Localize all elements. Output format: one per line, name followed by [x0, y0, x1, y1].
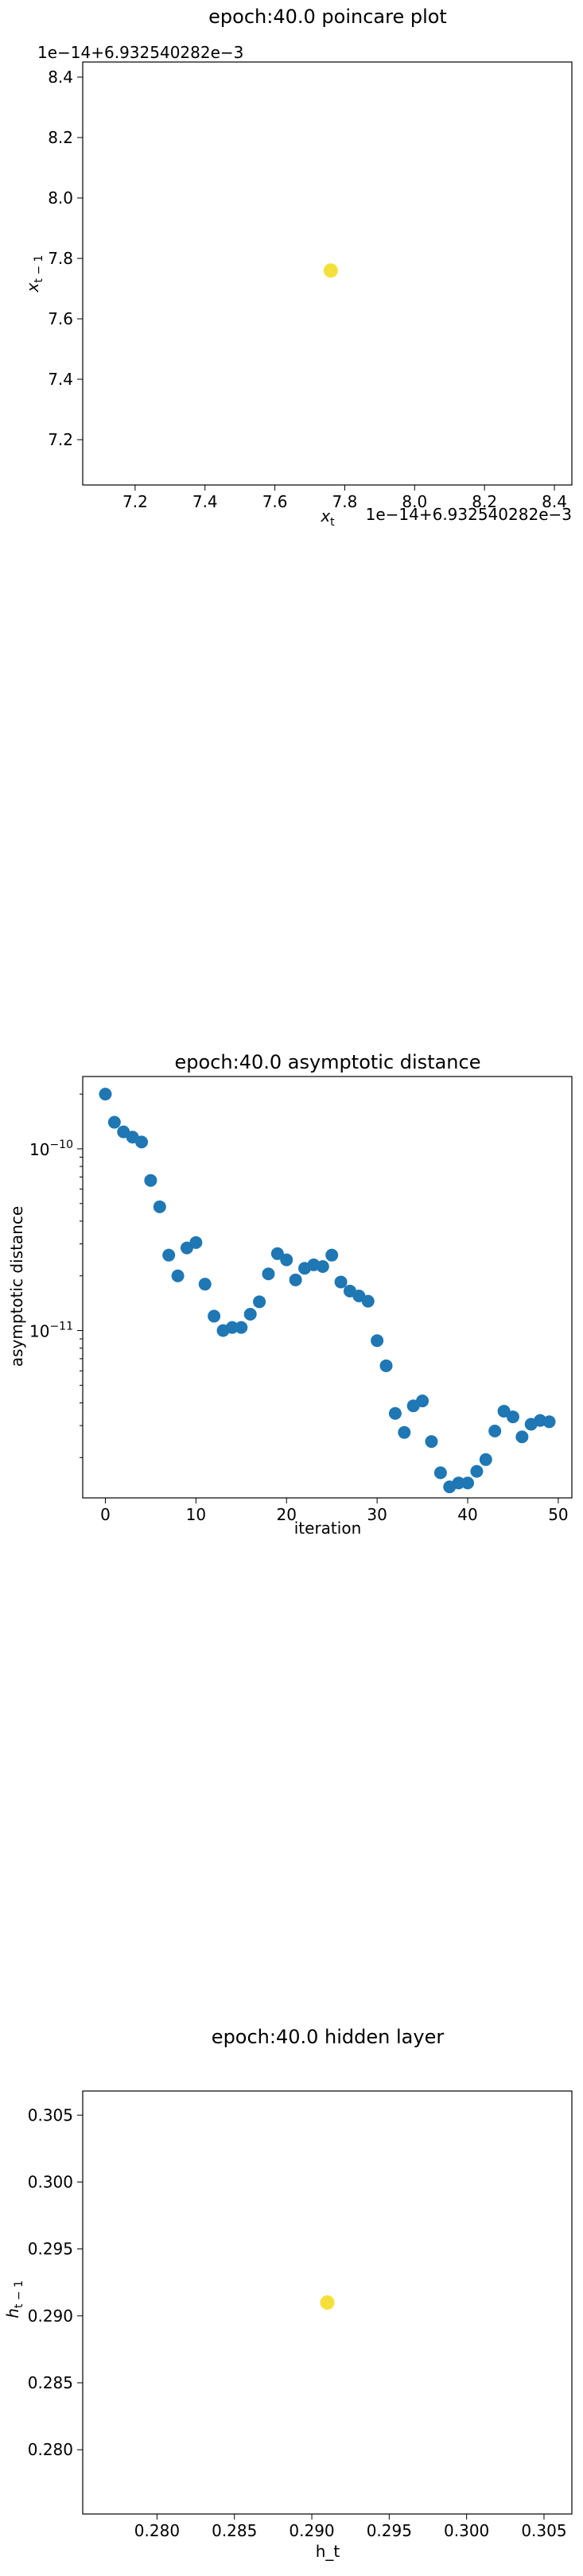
x-tick-label: 0.305 — [521, 2521, 566, 2540]
data-point — [425, 1435, 438, 1449]
data-point — [235, 1321, 248, 1334]
data-point — [171, 1269, 185, 1282]
y-tick-label: 7.4 — [48, 370, 73, 389]
x-axis-label: xt — [320, 506, 335, 529]
data-point — [253, 1295, 266, 1309]
data-point — [153, 1200, 166, 1213]
y-tick-label: 7.8 — [48, 249, 73, 268]
x-tick-label: 0.300 — [444, 2521, 489, 2540]
data-point — [479, 1453, 492, 1466]
data-point — [542, 1415, 556, 1429]
x-tick-label: 50 — [548, 1505, 568, 1524]
x-tick-label: 30 — [367, 1505, 387, 1524]
data-point — [388, 1406, 402, 1420]
y-tick-label: 8.0 — [48, 188, 73, 208]
data-point — [379, 1359, 393, 1372]
data-point — [452, 1476, 465, 1490]
x-tick-label: 8.2 — [472, 492, 497, 511]
data-point — [99, 1088, 112, 1101]
data-point — [515, 1430, 529, 1444]
y-tick-label: 10−11 — [29, 1321, 73, 1341]
x-axis-label: h_t — [316, 2542, 340, 2561]
data-point — [506, 1410, 519, 1424]
data-point — [325, 1248, 339, 1262]
chart-title: epoch:40.0 hidden layer — [212, 2026, 445, 2048]
x-tick-label: 10 — [186, 1505, 206, 1524]
x-tick-label: 7.4 — [192, 492, 218, 511]
data-point — [243, 1307, 257, 1321]
data-point — [270, 1247, 284, 1260]
y-tick-label: 0.290 — [28, 2306, 73, 2326]
data-point — [208, 1309, 221, 1323]
y-tick-label: 0.300 — [28, 2172, 73, 2191]
data-point — [144, 1174, 157, 1187]
x-tick-label: 0.285 — [212, 2521, 257, 2540]
data-point — [107, 1115, 121, 1129]
x-tick-label: 7.6 — [262, 492, 288, 511]
data-point — [371, 1334, 384, 1348]
y-tick-label: 8.4 — [48, 68, 73, 87]
data-point — [398, 1426, 411, 1439]
y-tick-label: 0.285 — [28, 2373, 73, 2392]
data-point — [323, 263, 338, 278]
y-tick-label: 0.305 — [28, 2105, 73, 2124]
y-axis-label: asymptotic distance — [7, 1206, 26, 1367]
data-point — [289, 1273, 302, 1286]
data-point — [433, 1466, 447, 1480]
x-axis-label: iteration — [294, 1519, 362, 1538]
x-tick-label: 0.280 — [134, 2521, 180, 2540]
y-axis-label: ht − 1 — [3, 2280, 25, 2318]
data-point — [280, 1253, 293, 1267]
y-tick-label: 0.295 — [28, 2240, 73, 2259]
chart-title: epoch:40.0 asymptotic distance — [175, 1051, 481, 1073]
x-tick-label: 7.8 — [332, 492, 358, 511]
chart-title: epoch:40.0 poincare plot — [208, 6, 447, 28]
data-point — [488, 1424, 502, 1437]
plot-frame — [82, 61, 573, 486]
data-point — [470, 1465, 484, 1478]
plot-frame — [82, 1076, 573, 1499]
x-axis-offset-text: 1e−14+6.932540282e−3 — [366, 505, 572, 524]
y-tick-label: 0.280 — [28, 2440, 73, 2459]
x-tick-label: 0.295 — [367, 2521, 412, 2540]
hidden-layer-chart: epoch:40.0 hidden layer 0.280 0.285 0.290 0… — [3, 2026, 573, 2561]
data-point — [461, 1476, 475, 1490]
x-tick-label: 7.2 — [122, 492, 148, 511]
plot-frame — [82, 2090, 573, 2515]
poincare-plot-chart: epoch:40.0 poincare plot 1e−14+6.9325402… — [23, 6, 573, 529]
data-point — [135, 1135, 149, 1149]
y-tick-label: 8.2 — [48, 128, 73, 147]
data-point — [225, 1321, 239, 1334]
y-axis-offset-text: 1e−14+6.932540282e−3 — [37, 43, 243, 62]
data-point — [189, 1236, 203, 1249]
data-point — [316, 1260, 329, 1274]
x-tick-label: 20 — [277, 1505, 297, 1524]
data-point — [497, 1404, 511, 1418]
y-tick-label: 7.6 — [48, 309, 73, 328]
x-tick-label: 0.290 — [289, 2521, 334, 2540]
y-tick-label: 7.2 — [48, 430, 73, 449]
x-tick-label: 8.4 — [542, 492, 567, 511]
data-point — [320, 2295, 335, 2310]
data-point — [262, 1267, 275, 1281]
data-point — [162, 1248, 176, 1262]
x-tick-label: 0 — [100, 1505, 111, 1524]
x-tick-label: 8.0 — [402, 492, 427, 511]
data-point — [198, 1278, 212, 1291]
data-point — [416, 1395, 429, 1408]
asymptotic-distance-chart: epoch:40.0 asymptotic distance 0 10 20 30 40… — [7, 1051, 573, 1538]
y-axis-label: xt − 1 — [23, 255, 45, 293]
x-tick-label: 40 — [457, 1505, 477, 1524]
data-point — [334, 1275, 348, 1289]
data-point — [361, 1294, 375, 1308]
y-tick-label: 10−10 — [29, 1139, 73, 1159]
